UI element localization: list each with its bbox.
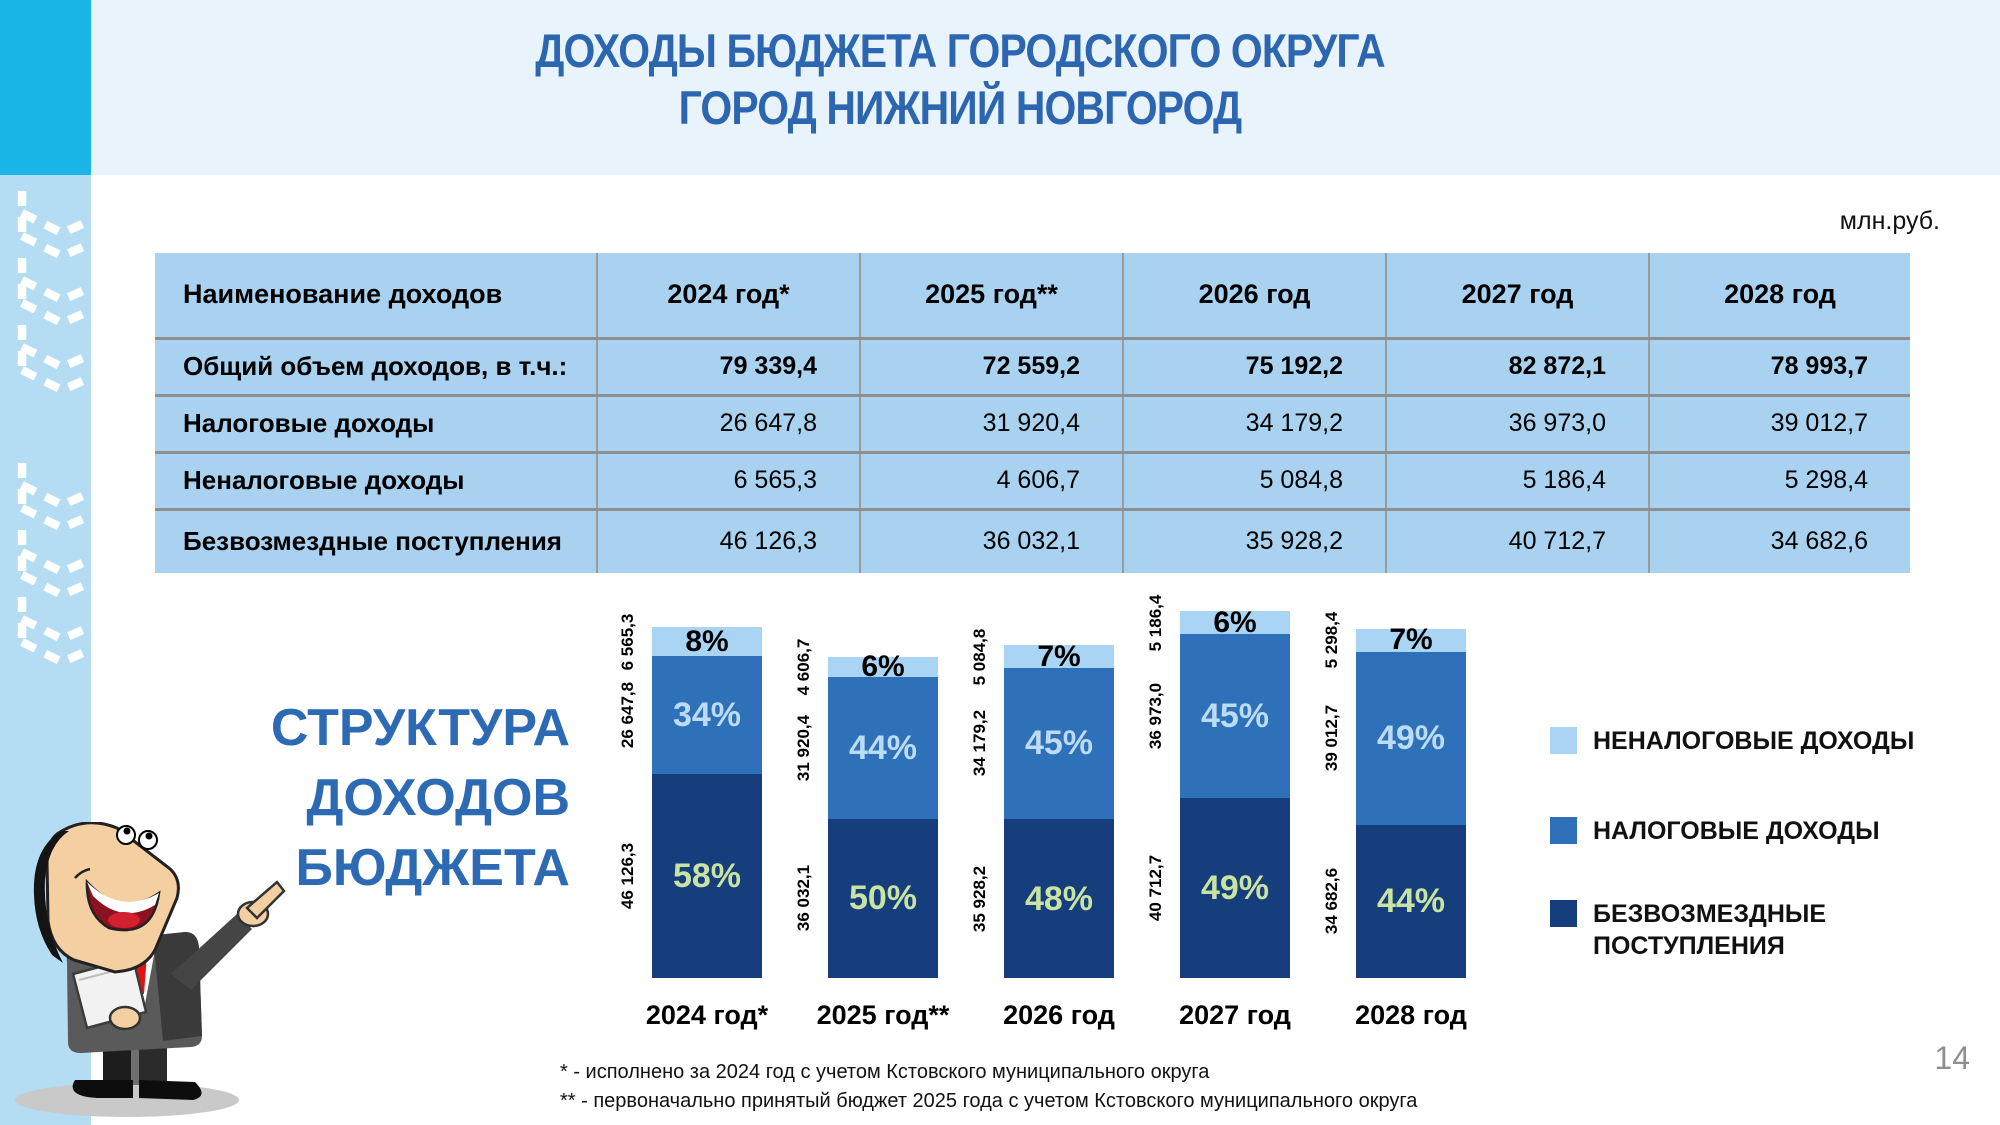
table-row-tax: Налоговые доходы 26 647,8 31 920,4 34 17… xyxy=(155,393,1910,452)
bar-value-label: 36 973,0 xyxy=(1146,683,1165,750)
bar-value-label: 5 186,4 xyxy=(1146,594,1165,652)
bar-segment: 44% xyxy=(828,677,938,819)
bar-segment: 49% xyxy=(1356,652,1466,825)
bar-value-label: 35 928,2 xyxy=(970,865,989,932)
bar-segment: 8% xyxy=(652,624,762,658)
section-heading: СТРУКТУРА ДОХОДОВ БЮДЖЕТА xyxy=(150,693,570,903)
bar-percent-label: 44% xyxy=(1376,882,1446,921)
col-header-2028: 2028 год xyxy=(1648,253,1910,338)
footnote-1: * - исполнено за 2024 год с учетом Кстов… xyxy=(560,1061,1210,1083)
bar-segment: 34% xyxy=(652,656,762,774)
bar-segment: 48% xyxy=(1004,819,1114,978)
bar-category-label: 2024 год* xyxy=(645,1000,769,1030)
bar-percent-label: 45% xyxy=(1024,724,1094,763)
bar-segment: 49% xyxy=(1180,797,1290,978)
bar-percent-label: 48% xyxy=(1024,879,1094,918)
bar-segment: 50% xyxy=(828,818,938,978)
bar-value-label: 36 032,1 xyxy=(794,865,813,932)
legend-swatch-grants xyxy=(1550,900,1577,927)
col-header-name: Наименование доходов xyxy=(155,253,597,338)
bar-segment: 45% xyxy=(1180,634,1290,798)
bar-segment: 58% xyxy=(652,773,762,978)
section-heading-line3: БЮДЖЕТА xyxy=(295,839,570,897)
page-title-line2: ГОРОД НИЖНИЙ НОВГОРОД xyxy=(678,81,1243,134)
section-heading-line2: ДОХОДОВ xyxy=(306,769,570,827)
corner-accent-block xyxy=(0,0,91,175)
bar-value-label: 5 084,8 xyxy=(970,628,989,685)
col-header-2026: 2026 год xyxy=(1122,253,1386,338)
bar-percent-label: 49% xyxy=(1376,719,1446,758)
bar-percent-label: 6% xyxy=(1213,605,1257,639)
bar-segment: 7% xyxy=(1004,641,1114,671)
bar-value-label: 34 179,2 xyxy=(970,710,989,777)
header-band xyxy=(0,0,2000,175)
units-label: млн.руб. xyxy=(1839,207,1940,235)
bar-percent-label: 45% xyxy=(1200,697,1270,736)
bar-value-label: 46 126,3 xyxy=(618,842,637,910)
table-row-total: Общий объем доходов, в т.ч.: 79 339,4 72… xyxy=(155,336,1910,395)
col-header-2025: 2025 год** xyxy=(859,253,1123,338)
bar-percent-label: 58% xyxy=(672,856,742,895)
bar-value-label: 4 606,7 xyxy=(794,638,813,696)
bar-category-label: 2028 год xyxy=(1355,1000,1467,1030)
bar-segment: 45% xyxy=(1004,667,1114,819)
bar-percent-label: 7% xyxy=(1037,639,1081,673)
bar-percent-label: 49% xyxy=(1200,868,1270,907)
col-header-2024: 2024 год* xyxy=(596,253,860,338)
legend-swatch-nontax xyxy=(1550,727,1577,754)
legend-label-grants: БЕЗВОЗМЕЗДНЫЕ ПОСТУПЛЕНИЯ xyxy=(1593,900,1827,960)
bar-percent-label: 44% xyxy=(848,728,918,767)
bar-percent-label: 6% xyxy=(861,650,905,684)
footnote-2: ** - первоначально принятый бюджет 2025 … xyxy=(560,1090,1418,1112)
legend-label-nontax: НЕНАЛОГОВЫЕ ДОХОДЫ xyxy=(1593,727,1915,755)
table-header-row: Наименование доходов 2024 год* 2025 год*… xyxy=(155,253,1910,338)
section-heading-line1: СТРУКТУРА xyxy=(270,699,570,757)
legend-item-nontax: НЕНАЛОГОВЫЕ ДОХОДЫ xyxy=(1550,725,1914,757)
table-row-nontax: Неналоговые доходы 6 565,3 4 606,7 5 084… xyxy=(155,450,1910,509)
revenue-table: Наименование доходов 2024 год* 2025 год*… xyxy=(155,253,1910,573)
bar-category-label: 2025 год** xyxy=(816,1000,950,1030)
bar-percent-label: 8% xyxy=(685,624,729,658)
bar-segment: 7% xyxy=(1356,625,1466,655)
legend-item-tax: НАЛОГОВЫЕ ДОХОДЫ xyxy=(1550,815,1880,847)
col-header-2027: 2027 год xyxy=(1385,253,1649,338)
bar-percent-label: 7% xyxy=(1389,623,1433,657)
presenter-character-illustration xyxy=(15,822,286,1117)
bar-value-label: 31 920,4 xyxy=(794,714,813,782)
table-row-grants: Безвозмездные поступления 46 126,3 36 03… xyxy=(155,507,1910,573)
bar-category-label: 2027 год xyxy=(1179,1000,1291,1030)
bar-value-label: 39 012,7 xyxy=(1322,705,1341,772)
bar-value-label: 34 682,6 xyxy=(1322,868,1341,935)
page-title-line1: ДОХОДЫ БЮДЖЕТА ГОРОДСКОГО ОКРУГА xyxy=(535,24,1385,77)
bar-segment: 44% xyxy=(1356,824,1466,978)
bar-percent-label: 50% xyxy=(848,879,918,918)
page-number: 14 xyxy=(1934,1040,1970,1076)
bar-value-label: 6 565,3 xyxy=(618,613,637,670)
bar-category-label: 2026 год xyxy=(1003,1000,1115,1030)
bar-value-label: 26 647,8 xyxy=(618,681,637,749)
page-title: ДОХОДЫ БЮДЖЕТА ГОРОДСКОГО ОКРУГА ГОРОД Н… xyxy=(125,22,1795,136)
legend-swatch-tax xyxy=(1550,817,1577,844)
bar-value-label: 5 298,4 xyxy=(1322,611,1341,669)
bar-percent-label: 34% xyxy=(672,695,742,734)
bar-segment: 6% xyxy=(828,652,938,682)
footnotes: * - исполнено за 2024 год с учетом Кстов… xyxy=(560,1058,1660,1116)
legend-label-tax: НАЛОГОВЫЕ ДОХОДЫ xyxy=(1593,817,1880,845)
bar-value-label: 40 712,7 xyxy=(1146,854,1165,921)
legend-item-grants: БЕЗВОЗМЕЗДНЫЕ ПОСТУПЛЕНИЯ xyxy=(1550,898,1923,962)
bar-segment: 6% xyxy=(1180,607,1290,637)
